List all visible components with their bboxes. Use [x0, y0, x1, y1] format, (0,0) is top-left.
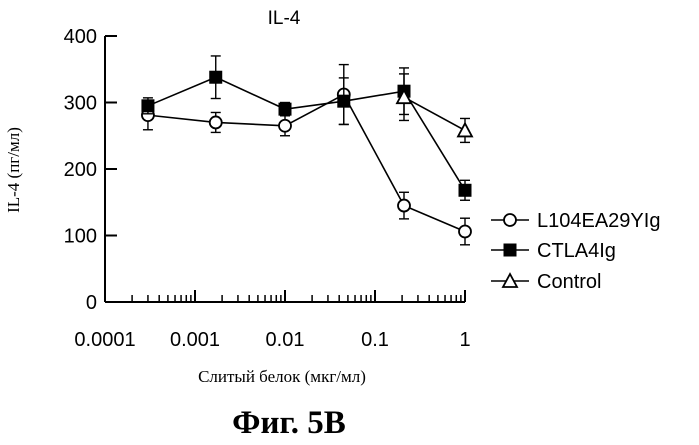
x-axis-label: Слитый белок (мкг/мл)	[198, 367, 366, 386]
series-l104ea29yig	[142, 65, 471, 245]
series-line	[148, 95, 465, 232]
y-tick-label: 400	[64, 26, 97, 48]
figure-label: Фиг. 5B	[232, 405, 346, 441]
series-line	[404, 97, 465, 130]
data-point-square	[504, 244, 516, 256]
y-tick-label: 100	[64, 226, 97, 248]
x-tick-label: 0.1	[361, 329, 389, 351]
y-axis-label: IL-4 (пг/мл)	[4, 127, 23, 213]
x-tick-label: 1	[459, 329, 470, 351]
x-tick-label: 0.0001	[74, 329, 135, 351]
legend-label: Control	[537, 271, 601, 293]
data-point-circle	[210, 116, 222, 128]
legend: L104EA29YIg CTLA4Ig Control	[491, 210, 660, 293]
series-group	[142, 56, 472, 245]
y-tick-label: 200	[64, 159, 97, 181]
chart-title: IL-4	[268, 8, 301, 29]
y-tick-label: 0	[86, 292, 97, 314]
y-tick-label: 300	[64, 93, 97, 115]
series-ctla4ig	[142, 56, 471, 200]
data-point-square	[142, 100, 154, 112]
series-line	[148, 77, 465, 190]
legend-item: CTLA4Ig	[491, 240, 616, 262]
data-point-square	[210, 71, 222, 83]
data-point-circle	[398, 200, 410, 212]
legend-item: Control	[491, 271, 601, 293]
data-point-circle	[279, 120, 291, 132]
series-control	[397, 74, 472, 142]
data-point-square	[459, 184, 471, 196]
x-tick-label: 0.01	[266, 329, 305, 351]
data-point-triangle	[458, 123, 472, 136]
data-point-square	[279, 103, 291, 115]
legend-label: L104EA29YIg	[537, 210, 660, 232]
axes: 0 100 200 300 400 0.0001 0.001 0.01 0.1 1	[64, 26, 471, 351]
legend-item: L104EA29YIg	[491, 210, 660, 232]
data-point-circle	[459, 226, 471, 238]
legend-label: CTLA4Ig	[537, 240, 616, 262]
data-point-circle	[504, 214, 516, 226]
data-point-square	[338, 95, 350, 107]
x-tick-label: 0.001	[170, 329, 220, 351]
